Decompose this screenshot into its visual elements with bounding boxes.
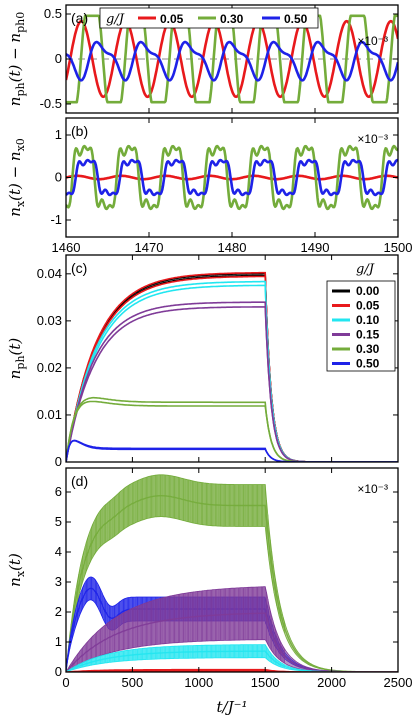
legend-label: 0.15 bbox=[356, 328, 380, 342]
plot-area bbox=[66, 144, 398, 211]
legend-label: 0.00 bbox=[356, 284, 380, 298]
panel-label: (a) bbox=[71, 10, 88, 26]
plot-area bbox=[66, 271, 398, 462]
y-tick-label: 4 bbox=[55, 544, 62, 559]
x-tick-label: 1480 bbox=[218, 240, 247, 255]
plot-area bbox=[66, 474, 398, 672]
series-line bbox=[66, 275, 398, 462]
x-tick-label: 500 bbox=[122, 675, 144, 690]
y-tick-label: 3 bbox=[55, 574, 62, 589]
series-line bbox=[66, 40, 398, 82]
legend-label: 0.05 bbox=[356, 299, 380, 313]
series-line bbox=[66, 280, 398, 462]
legend-label: 0.50 bbox=[356, 357, 380, 371]
legend: g/J 0.05 0.30 0.50 bbox=[99, 7, 319, 29]
x-tick-label: 1470 bbox=[135, 240, 164, 255]
series-line bbox=[66, 669, 398, 672]
legend-label: 0.05 bbox=[160, 12, 184, 26]
y-tick-label: 0.04 bbox=[37, 266, 62, 281]
x-axis-label: t/J⁻¹ bbox=[216, 698, 247, 716]
x-tick-label: 1490 bbox=[301, 240, 330, 255]
series-line bbox=[66, 306, 398, 462]
y-tick-label: 6 bbox=[55, 484, 62, 499]
y-tick-label: 0.03 bbox=[37, 313, 62, 328]
y-axis-label: nph(t) bbox=[6, 338, 27, 380]
y-tick-label: 0 bbox=[55, 51, 62, 66]
series-line bbox=[66, 144, 398, 211]
y-tick-label: 1 bbox=[55, 127, 62, 142]
x-tick-label: 0 bbox=[62, 675, 69, 690]
x-tick-label: 1460 bbox=[52, 240, 81, 255]
panel-b: 1460 1470 1480 1490 1500 -1 0 1 (b) ×10⁻³ nx(t) − … bbox=[6, 117, 413, 255]
series-line bbox=[66, 301, 398, 462]
plot-area bbox=[66, 14, 398, 104]
multiplier: ×10⁻³ bbox=[357, 34, 388, 48]
y-tick-label: 0 bbox=[55, 454, 62, 469]
y-tick-label: 0 bbox=[55, 664, 62, 679]
legend-label: 0.30 bbox=[356, 342, 380, 356]
x-tick-label: 2000 bbox=[317, 675, 346, 690]
legend-title: g/J bbox=[106, 12, 125, 27]
plot-frame bbox=[65, 254, 399, 463]
y-axis-label: nph(t) − nph0 bbox=[6, 12, 27, 106]
x-tick-label: 2500 bbox=[384, 675, 413, 690]
y-tick-label: -0.5 bbox=[40, 96, 62, 111]
series-line bbox=[66, 439, 398, 462]
panel-label: (d) bbox=[71, 473, 88, 489]
legend: g/J 0.000.050.100.150.300.50 bbox=[326, 262, 396, 372]
y-tick-label: 0 bbox=[55, 170, 62, 185]
legend-label: 0.10 bbox=[356, 313, 380, 327]
panel-c: 00.010.020.030.04 (c)nph(t)g/J0.000.050.1… bbox=[6, 254, 399, 469]
y-tick-label: 2 bbox=[55, 604, 62, 619]
y-tick-label: 0.02 bbox=[37, 360, 62, 375]
legend-box bbox=[326, 280, 396, 372]
multiplier: ×10⁻³ bbox=[357, 482, 388, 496]
series-line bbox=[66, 284, 398, 462]
y-axis-label: nx(t) bbox=[6, 553, 27, 587]
y-tick-label: 5 bbox=[55, 514, 62, 529]
panel-d: 0 500 1000 1500 2000 2500 0 1 2 3 4 5 6 (d) ×10⁻³ nx(t)… bbox=[6, 467, 413, 716]
x-tick-label: 1000 bbox=[184, 675, 213, 690]
y-tick-label: 1 bbox=[55, 634, 62, 649]
series-line bbox=[66, 396, 398, 462]
panel-a: -0.5 0 0.5 (a) ×10⁻³ nph(t) − nph0 g/J 0.05 0.30… bbox=[6, 4, 399, 114]
series-line bbox=[66, 271, 398, 462]
series-line bbox=[66, 158, 398, 197]
panel-label: (b) bbox=[71, 123, 88, 139]
multiplier: ×10⁻³ bbox=[357, 132, 388, 146]
y-tick-label: 0.01 bbox=[37, 407, 62, 422]
plot-frame bbox=[65, 467, 399, 673]
y-tick-label: -1 bbox=[50, 212, 62, 227]
series-line bbox=[66, 400, 398, 462]
panel-label: (c) bbox=[71, 260, 87, 276]
legend-title: g/J bbox=[356, 262, 375, 277]
x-tick-label: 1500 bbox=[251, 675, 280, 690]
y-axis-label: nx(t) − nx0 bbox=[6, 138, 27, 217]
legend-label: 0.50 bbox=[284, 12, 308, 26]
y-tick-label: 0.5 bbox=[44, 6, 62, 21]
legend-label: 0.30 bbox=[220, 12, 244, 26]
x-tick-label: 1500 bbox=[384, 240, 413, 255]
series-line bbox=[66, 439, 398, 462]
